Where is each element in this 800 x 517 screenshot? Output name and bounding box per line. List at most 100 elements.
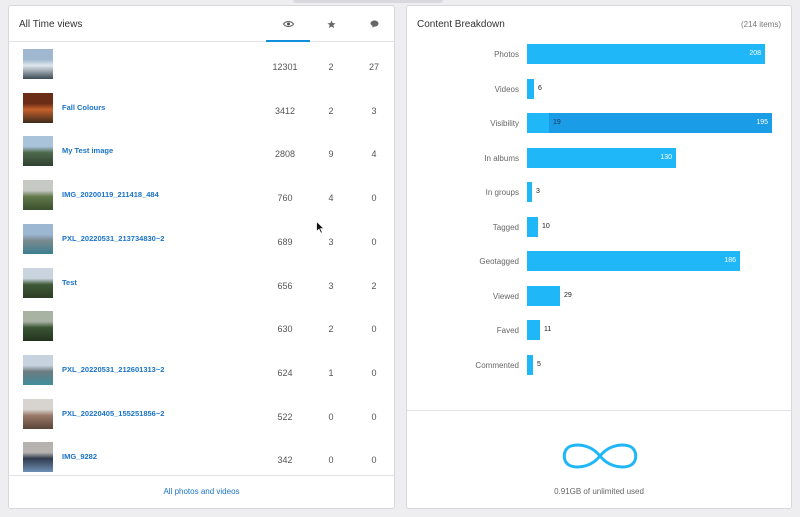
photo-title[interactable]: My Test image: [62, 146, 114, 156]
bar-value: 208: [749, 50, 761, 57]
breakdown-row: In albums 130: [407, 147, 791, 170]
bar-label: Videos: [494, 84, 519, 94]
breakdown-row: Geotagged 186: [407, 251, 791, 273]
bar-segment-dark: [549, 113, 772, 133]
views-count: 689: [277, 236, 293, 247]
bar-value: 186: [724, 257, 736, 264]
bar[interactable]: 19 195: [527, 113, 772, 133]
breakdown-row: Photos 208: [407, 44, 791, 66]
faves-count: 4: [328, 193, 334, 204]
photo-row: PXL_20220531_213734830~2 689 3 0: [9, 218, 394, 262]
photo-title[interactable]: Fall Colours: [62, 102, 106, 112]
photo-title[interactable]: IMG_9282: [62, 452, 98, 462]
bar-label: In groups: [485, 188, 519, 197]
faves-count: 0: [328, 455, 334, 466]
breakdown-row: Faved 11: [407, 320, 791, 342]
eye-icon: [282, 21, 294, 27]
bar-value: 130: [660, 153, 672, 161]
photo-title[interactable]: PXL_20220405_155251856~2: [62, 408, 165, 418]
comment-icon: [370, 20, 378, 28]
bar-value: 29: [564, 291, 572, 299]
content-breakdown-panel: Content Breakdown (214 items) Photos 208…: [406, 5, 792, 509]
bar[interactable]: [527, 78, 534, 99]
bar[interactable]: [527, 216, 538, 237]
bar-value: 6: [538, 84, 542, 92]
bar-value: 10: [542, 222, 550, 230]
photo-title[interactable]: IMG_20200119_211418_484: [62, 190, 159, 200]
photo-thumbnail[interactable]: [23, 354, 53, 385]
views-count: 624: [277, 367, 293, 378]
breakdown-row: In groups 3: [407, 182, 791, 204]
panel-header: All Time views: [9, 6, 394, 42]
comments-count: 3: [371, 105, 377, 116]
photo-row: 630 2 0: [9, 305, 394, 349]
bar-label: Visibility: [490, 119, 519, 128]
bar[interactable]: 130: [527, 147, 676, 168]
bar-value: 195: [756, 119, 768, 126]
photo-thumbnail[interactable]: [23, 92, 53, 123]
photo-row: Test 656 3 2: [9, 262, 394, 306]
photo-title[interactable]: PXL_20220531_213734830~2: [62, 233, 165, 243]
views-count: 760: [277, 193, 293, 204]
faves-count: 9: [328, 149, 334, 160]
breakdown-row: Videos 6: [407, 78, 791, 101]
photo-thumbnail[interactable]: [23, 442, 53, 473]
photo-thumbnail[interactable]: [23, 136, 53, 167]
faves-count: 2: [328, 62, 334, 72]
photo-row: IMG_20200119_211418_484 760 4 0: [9, 174, 394, 218]
comments-count: 0: [371, 236, 377, 247]
sort-by-comments-tab[interactable]: [352, 14, 396, 34]
bar-secondary-value: 19: [553, 119, 561, 126]
bar-label: In albums: [484, 153, 519, 163]
item-count: (214 items): [740, 20, 781, 29]
photo-row: IMG_9282 342 0 0: [9, 436, 394, 480]
bar-label: Commented: [475, 360, 519, 370]
bar[interactable]: [527, 285, 560, 306]
photo-title[interactable]: PXL_20220531_212601313~2: [62, 364, 165, 374]
bar-label: Viewed: [492, 291, 519, 301]
photo-thumbnail[interactable]: [23, 267, 53, 298]
breakdown-row: Commented 5: [407, 354, 791, 377]
all-time-views-panel: All Time views 12301 2 27 Fall Colours 3…: [8, 5, 395, 509]
photo-thumbnail[interactable]: [23, 180, 53, 211]
photo-row: PXL_20220405_155251856~2 522 0 0: [9, 393, 394, 437]
comments-count: 27: [368, 62, 379, 72]
top-tab-edge: [293, 0, 443, 3]
panel-title: All Time views: [19, 19, 83, 30]
bar[interactable]: [527, 320, 540, 340]
photo-row: 12301 2 27: [9, 43, 394, 87]
comments-count: 0: [371, 324, 377, 335]
photo-thumbnail[interactable]: [23, 49, 53, 79]
bar-label: Faved: [496, 326, 519, 335]
breakdown-row: Visibility 19 195: [407, 113, 791, 135]
bar[interactable]: [527, 182, 532, 202]
photo-thumbnail[interactable]: [23, 398, 53, 429]
faves-count: 3: [328, 236, 334, 247]
views-count: 12301: [272, 62, 298, 72]
photo-thumbnail[interactable]: [23, 223, 53, 254]
panel-header: Content Breakdown (214 items): [407, 6, 791, 42]
views-count: 342: [277, 455, 293, 466]
panel-title: Content Breakdown: [417, 19, 505, 30]
all-photos-link[interactable]: All photos and videos: [163, 487, 240, 496]
comments-count: 0: [371, 455, 377, 466]
bar-label: Tagged: [492, 222, 519, 232]
faves-count: 0: [328, 411, 334, 422]
photo-row: PXL_20220531_212601313~2 624 1 0: [9, 349, 394, 393]
photo-row: Fall Colours 3412 2 3: [9, 87, 394, 131]
comments-count: 4: [371, 149, 377, 160]
storage-usage-text: 0.91GB of unlimited used: [554, 487, 644, 496]
star-icon: [326, 19, 336, 28]
views-count: 522: [277, 411, 293, 422]
comments-count: 2: [371, 280, 377, 291]
bar-value: 5: [537, 360, 541, 368]
bar[interactable]: [527, 354, 533, 375]
bar[interactable]: 186: [527, 251, 740, 271]
photo-title[interactable]: Test: [62, 277, 77, 287]
photo-thumbnail[interactable]: [23, 311, 53, 342]
bar[interactable]: 208: [527, 44, 765, 64]
sort-by-faves-tab[interactable]: [309, 14, 353, 34]
sort-by-views-tab[interactable]: [266, 14, 310, 42]
comments-count: 0: [371, 411, 377, 422]
views-count: 630: [277, 324, 293, 335]
